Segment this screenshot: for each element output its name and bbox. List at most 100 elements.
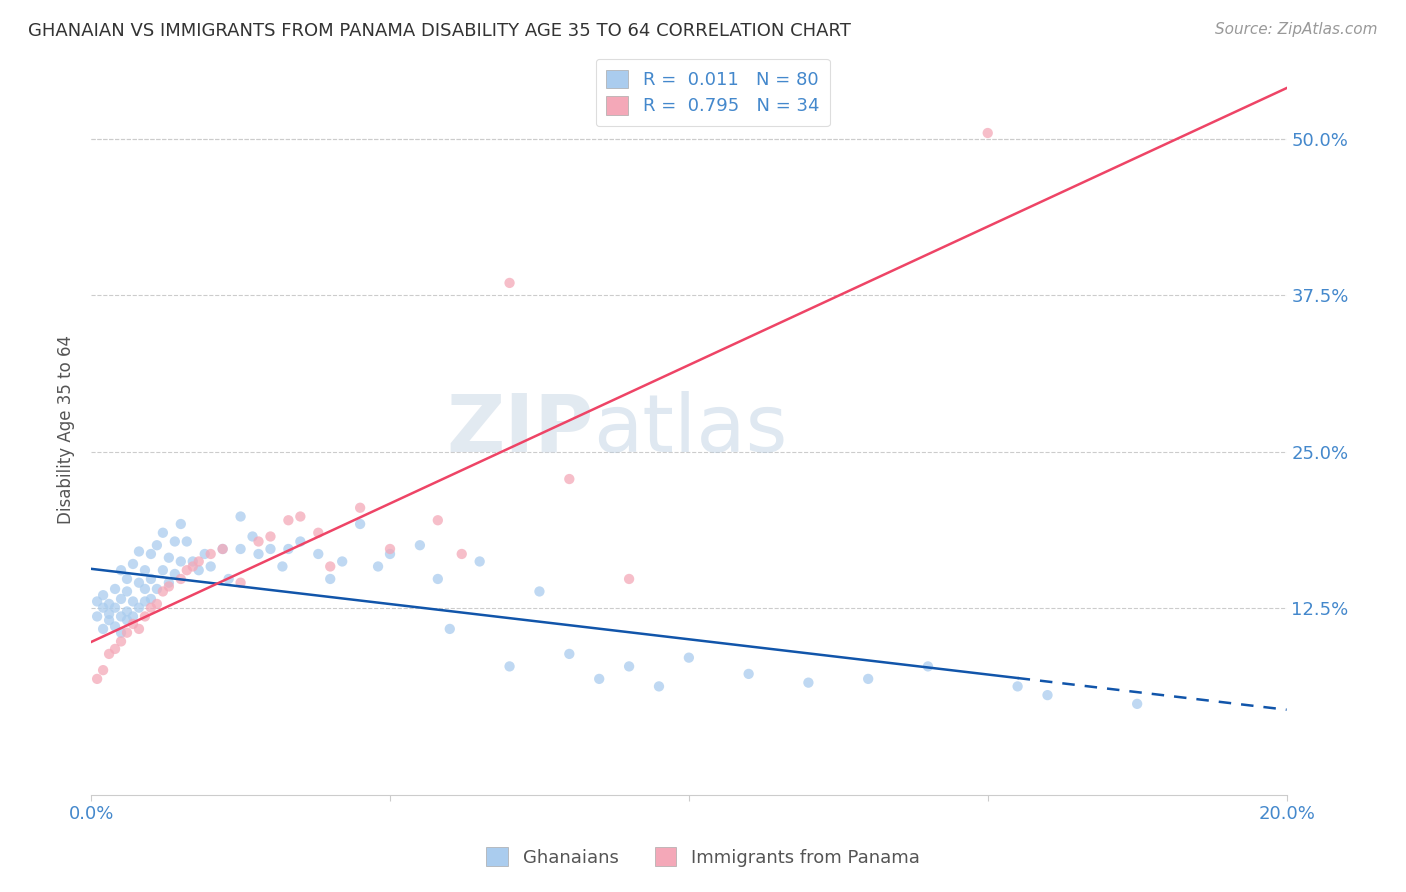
Point <box>104 619 127 633</box>
Point <box>1007 679 1029 693</box>
Point <box>450 547 472 561</box>
Point <box>128 544 150 558</box>
Point <box>271 559 294 574</box>
Point <box>110 563 132 577</box>
Text: GHANAIAN VS IMMIGRANTS FROM PANAMA DISABILITY AGE 35 TO 64 CORRELATION CHART: GHANAIAN VS IMMIGRANTS FROM PANAMA DISAB… <box>28 22 851 40</box>
Point <box>152 563 174 577</box>
Point <box>152 584 174 599</box>
Point <box>349 500 371 515</box>
Point <box>319 572 342 586</box>
Point <box>307 525 329 540</box>
Point <box>115 572 138 586</box>
Point <box>426 572 449 586</box>
Point <box>134 563 156 577</box>
Point <box>122 594 145 608</box>
Point <box>187 563 209 577</box>
Point <box>229 575 252 590</box>
Point <box>170 516 193 531</box>
Point <box>128 600 150 615</box>
Point <box>367 559 389 574</box>
Point <box>86 609 108 624</box>
Point <box>139 600 162 615</box>
Point <box>139 547 162 561</box>
Point <box>229 541 252 556</box>
Point <box>349 516 371 531</box>
Point <box>290 534 312 549</box>
Point <box>176 534 198 549</box>
Point <box>122 557 145 571</box>
Text: atlas: atlas <box>593 391 787 468</box>
Point <box>1126 697 1149 711</box>
Point <box>330 554 353 568</box>
Point <box>247 534 270 549</box>
Point <box>104 641 127 656</box>
Point <box>211 541 233 556</box>
Point <box>110 591 132 606</box>
Point <box>200 559 222 574</box>
Point <box>170 554 193 568</box>
Legend: R =  0.011   N = 80, R =  0.795   N = 34: R = 0.011 N = 80, R = 0.795 N = 34 <box>596 59 830 127</box>
Point <box>146 597 169 611</box>
Point <box>98 613 121 627</box>
Point <box>104 600 127 615</box>
Point <box>439 622 461 636</box>
Point <box>409 538 432 552</box>
Point <box>86 594 108 608</box>
Point <box>115 584 138 599</box>
Point <box>91 622 114 636</box>
Point <box>139 572 162 586</box>
Point <box>91 588 114 602</box>
Point <box>558 472 581 486</box>
Point <box>678 650 700 665</box>
Point <box>617 572 640 586</box>
Point <box>146 538 169 552</box>
Point <box>229 509 252 524</box>
Point <box>498 276 520 290</box>
Point <box>468 554 491 568</box>
Point <box>134 582 156 596</box>
Point <box>139 591 162 606</box>
Point <box>977 126 1000 140</box>
Point <box>115 613 138 627</box>
Point <box>378 541 401 556</box>
Point <box>648 679 671 693</box>
Point <box>242 529 264 543</box>
Point <box>917 659 939 673</box>
Point <box>378 547 401 561</box>
Point <box>157 575 180 590</box>
Point <box>110 609 132 624</box>
Point <box>1036 688 1059 702</box>
Point <box>259 529 281 543</box>
Point <box>290 509 312 524</box>
Point <box>163 534 186 549</box>
Point <box>277 541 299 556</box>
Point <box>737 666 759 681</box>
Point <box>104 582 127 596</box>
Point <box>128 575 150 590</box>
Point <box>181 559 204 574</box>
Point <box>426 513 449 527</box>
Point <box>187 554 209 568</box>
Point <box>218 572 240 586</box>
Point <box>797 675 820 690</box>
Point <box>98 607 121 621</box>
Point <box>134 594 156 608</box>
Point <box>856 672 879 686</box>
Point <box>617 659 640 673</box>
Point <box>152 525 174 540</box>
Point <box>115 625 138 640</box>
Point <box>176 563 198 577</box>
Point <box>181 554 204 568</box>
Point <box>259 541 281 556</box>
Point <box>247 547 270 561</box>
Point <box>128 622 150 636</box>
Y-axis label: Disability Age 35 to 64: Disability Age 35 to 64 <box>58 335 75 524</box>
Point <box>307 547 329 561</box>
Point <box>529 584 551 599</box>
Point <box>110 634 132 648</box>
Point <box>146 582 169 596</box>
Point <box>163 566 186 581</box>
Point <box>588 672 610 686</box>
Point <box>86 672 108 686</box>
Point <box>98 597 121 611</box>
